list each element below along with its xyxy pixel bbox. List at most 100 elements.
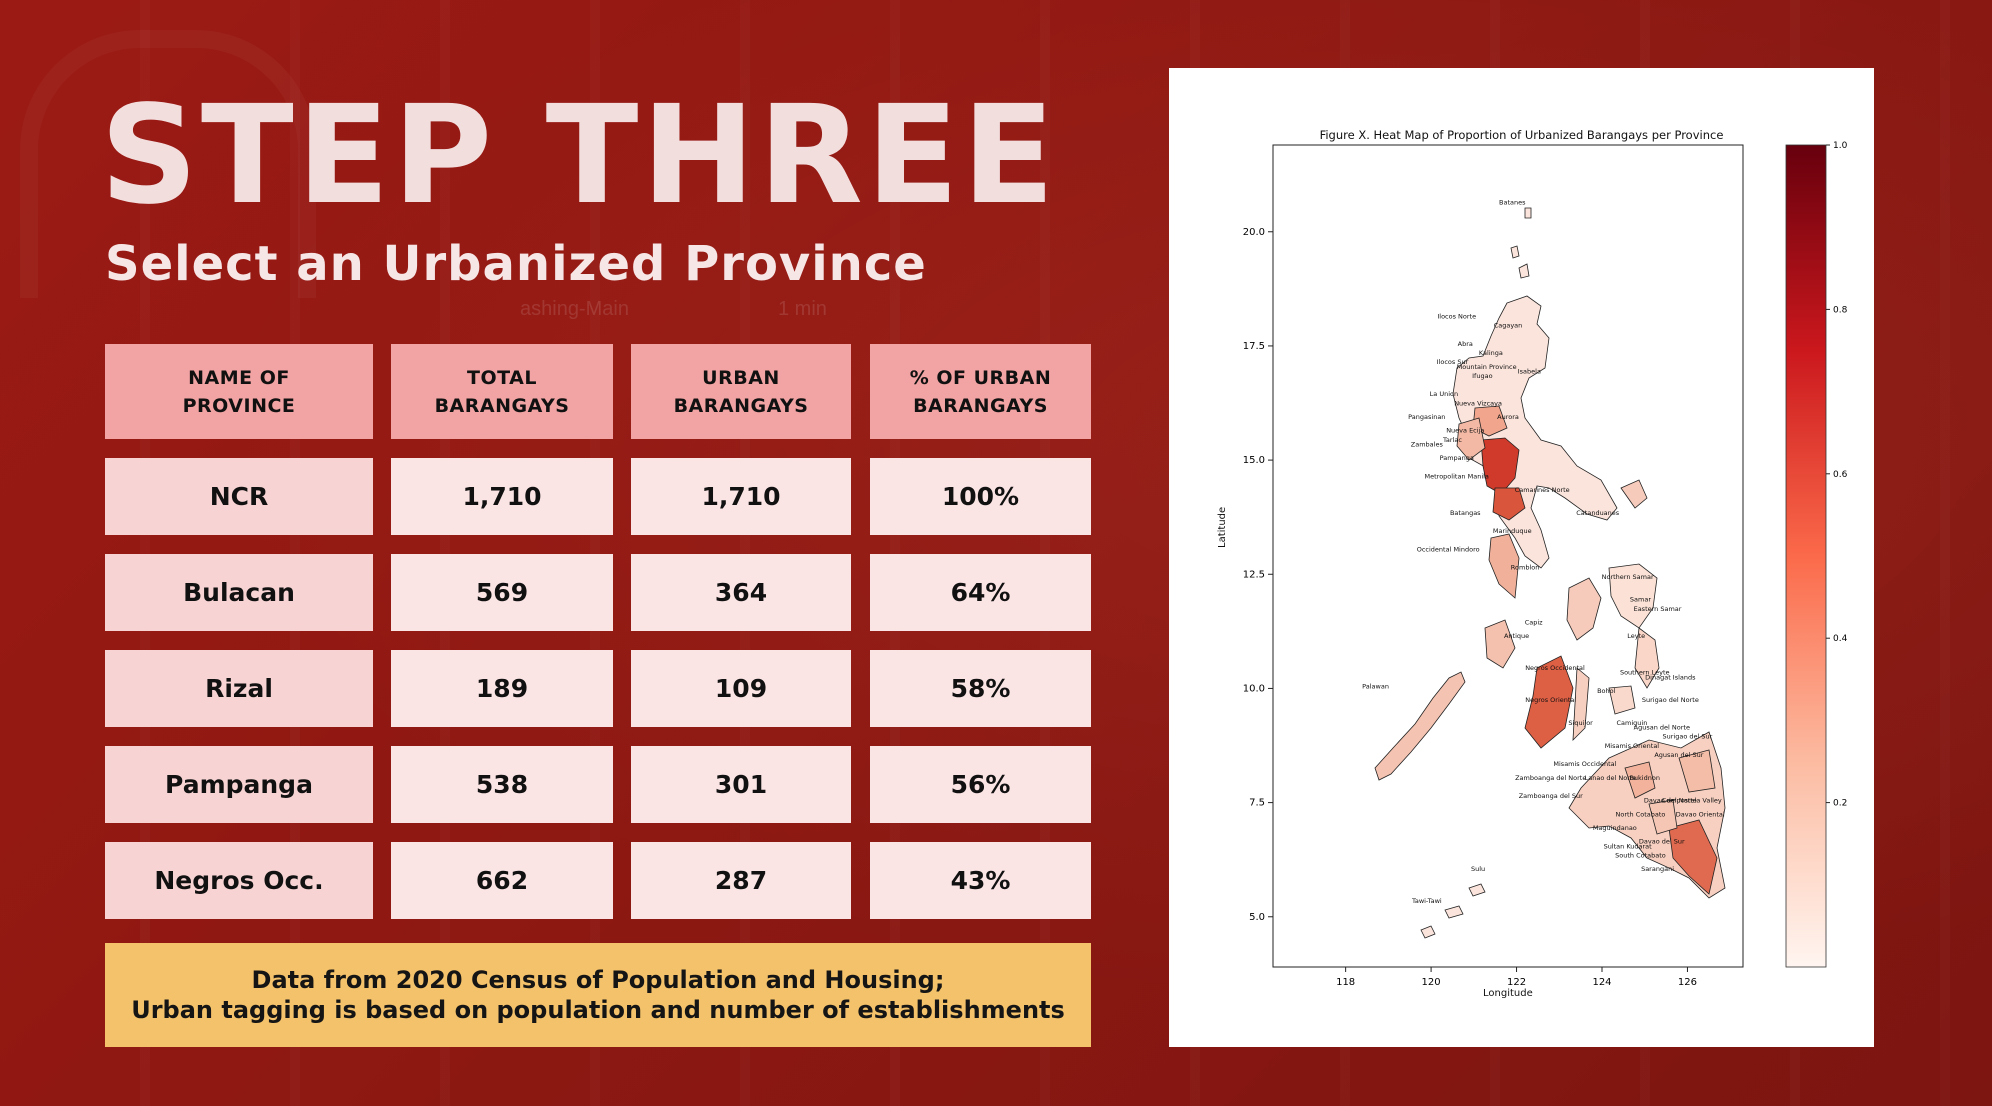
- map-province-label: Zamboanga del Norte: [1515, 774, 1586, 782]
- map-province-label: Pangasinan: [1408, 413, 1445, 421]
- table-cell-province: NCR: [105, 458, 373, 535]
- x-tick-label: 118: [1336, 977, 1355, 988]
- map-province-label: Metropolitan Manila: [1425, 472, 1489, 480]
- map-province-label: Catanduanes: [1576, 509, 1620, 517]
- figure-title: Figure X. Heat Map of Proportion of Urba…: [1319, 128, 1724, 142]
- header-line: TOTAL: [467, 366, 537, 389]
- map-province-label: Palawan: [1362, 682, 1389, 690]
- map-province-label: North Cotabato: [1615, 810, 1665, 818]
- map-province-label: Agusan del Norte: [1634, 724, 1690, 732]
- table-cell-urban: 287: [631, 842, 851, 919]
- colorbar-tick-label: 0.6: [1833, 470, 1848, 480]
- table-cell-total: 1,710: [391, 458, 613, 535]
- map-province-label: Bohol: [1597, 687, 1616, 695]
- note-line: Urban tagging is based on population and…: [131, 996, 1065, 1024]
- map-province-label: Tawi-Tawi: [1411, 897, 1442, 905]
- map-province-label: Cagayan: [1494, 322, 1523, 330]
- background-ghost-text: 1 min: [778, 298, 827, 320]
- map-province-label: Aurora: [1497, 413, 1519, 421]
- table-cell-percent: 64%: [870, 554, 1091, 631]
- x-tick-label: 120: [1422, 977, 1441, 988]
- map-province-label: Davao Oriental: [1676, 810, 1725, 818]
- y-tick-label: 7.5: [1249, 798, 1265, 809]
- map-province-label: Surigao del Norte: [1642, 696, 1699, 704]
- note-line: Data from 2020 Census of Population and …: [251, 966, 945, 994]
- table-cell-total: 538: [391, 746, 613, 823]
- colorbar-tick-label: 0.2: [1833, 799, 1847, 809]
- table-cell-total: 569: [391, 554, 613, 631]
- header-line: BARANGAYS: [434, 394, 570, 417]
- map-province-label: Misamis Occidental: [1553, 760, 1616, 768]
- map-province-label: La Union: [1430, 390, 1458, 398]
- map-province-label: Siquijor: [1568, 719, 1593, 727]
- map-province-label: Ifugao: [1472, 372, 1492, 380]
- header-line: % OF URBAN: [909, 366, 1052, 389]
- map-province-label: Ilocos Norte: [1437, 313, 1476, 321]
- map-province-label: Zamboanga del Sur: [1519, 792, 1583, 800]
- slide-title: STEP THREE: [100, 77, 1058, 235]
- map-landmass: [1374, 207, 1726, 939]
- y-tick-label: 20.0: [1243, 227, 1265, 238]
- colorbar: [1785, 144, 1827, 968]
- table-cell-province: Rizal: [105, 650, 373, 727]
- background-ghost-text: ashing-Main: [520, 298, 629, 320]
- map-province-label: Lanao del Norte: [1585, 774, 1637, 782]
- map-province-label: Samar: [1630, 596, 1651, 604]
- table-cell-province: Bulacan: [105, 554, 373, 631]
- map-province-label: Negros Occidental: [1525, 664, 1585, 672]
- header-line: NAME OF: [188, 366, 290, 389]
- table-cell-urban: 301: [631, 746, 851, 823]
- colorbar-ticks: 0.2 0.4 0.6 0.8 1.0: [1826, 141, 1848, 809]
- header-line: BARANGAYS: [673, 394, 809, 417]
- map-province-label: Nueva Vizcaya: [1454, 399, 1502, 407]
- x-tick-label: 122: [1507, 977, 1526, 988]
- colorbar-tick-label: 1.0: [1833, 141, 1848, 151]
- x-axis-ticks: 118 120 122 124 126: [1336, 967, 1697, 988]
- map-province-label: Maguindanao: [1593, 824, 1637, 832]
- map-province-label: Capiz: [1525, 619, 1543, 627]
- table-header-total: TOTAL BARANGAYS: [391, 344, 613, 439]
- map-province-label: Misamis Oriental: [1605, 742, 1660, 750]
- slide-subtitle: Select an Urbanized Province: [105, 236, 927, 292]
- x-axis-label: Longitude: [1483, 988, 1533, 999]
- y-tick-label: 15.0: [1243, 455, 1265, 466]
- table-cell-urban: 1,710: [631, 458, 851, 535]
- map-province-label: Marinduque: [1493, 527, 1532, 535]
- y-tick-label: 12.5: [1243, 569, 1265, 580]
- map-province-label: Camarines Norte: [1515, 486, 1570, 494]
- map-province-label: Ilocos Sur: [1437, 358, 1469, 366]
- colorbar-tick-label: 0.8: [1833, 305, 1848, 315]
- table-header-province: NAME OF PROVINCE: [105, 344, 373, 439]
- table-cell-urban: 109: [631, 650, 851, 727]
- table-cell-total: 662: [391, 842, 613, 919]
- table-cell-percent: 100%: [870, 458, 1091, 535]
- map-province-label: Occidental Mindoro: [1417, 545, 1480, 553]
- table-cell-percent: 43%: [870, 842, 1091, 919]
- map-province-label: Nueva Ecija: [1446, 427, 1484, 435]
- y-tick-label: 5.0: [1249, 912, 1265, 923]
- table-cell-urban: 364: [631, 554, 851, 631]
- map-province-label: Romblon: [1511, 564, 1540, 572]
- map-province-label: Sarangani: [1641, 865, 1674, 873]
- map-province-label: Bukidnon: [1629, 774, 1660, 782]
- map-province-label: Northern Samar: [1602, 573, 1654, 581]
- map-province-label: Mountain Province: [1457, 363, 1517, 371]
- table-cell-province: Negros Occ.: [105, 842, 373, 919]
- map-province-label: Antique: [1504, 632, 1529, 640]
- map-province-label: Sultan Kudarat: [1604, 842, 1653, 850]
- map-province-label: Leyte: [1627, 632, 1645, 640]
- map-province-label: Pampanga: [1440, 454, 1474, 462]
- map-province-label: Eastern Samar: [1634, 605, 1682, 613]
- map-province-label: South Cotabato: [1615, 851, 1666, 859]
- x-tick-label: 126: [1678, 977, 1697, 988]
- table-cell-province: Pampanga: [105, 746, 373, 823]
- table-cell-percent: 56%: [870, 746, 1091, 823]
- map-province-label: Surigao del Sur: [1663, 733, 1713, 741]
- map-province-label: Davao del Norte: [1644, 797, 1697, 805]
- header-line: URBAN: [702, 366, 780, 389]
- table-header-percent: % OF URBAN BARANGAYS: [870, 344, 1091, 439]
- map-province-label: Dinagat Islands: [1645, 673, 1696, 681]
- map-province-label: Isabela: [1518, 367, 1541, 375]
- heatmap-svg: 118 120 122 124 126 5.0 7.5 10.0 12.5 15.0 17.5 20…: [1243, 141, 1848, 988]
- map-province-label: Kalinga: [1479, 349, 1503, 357]
